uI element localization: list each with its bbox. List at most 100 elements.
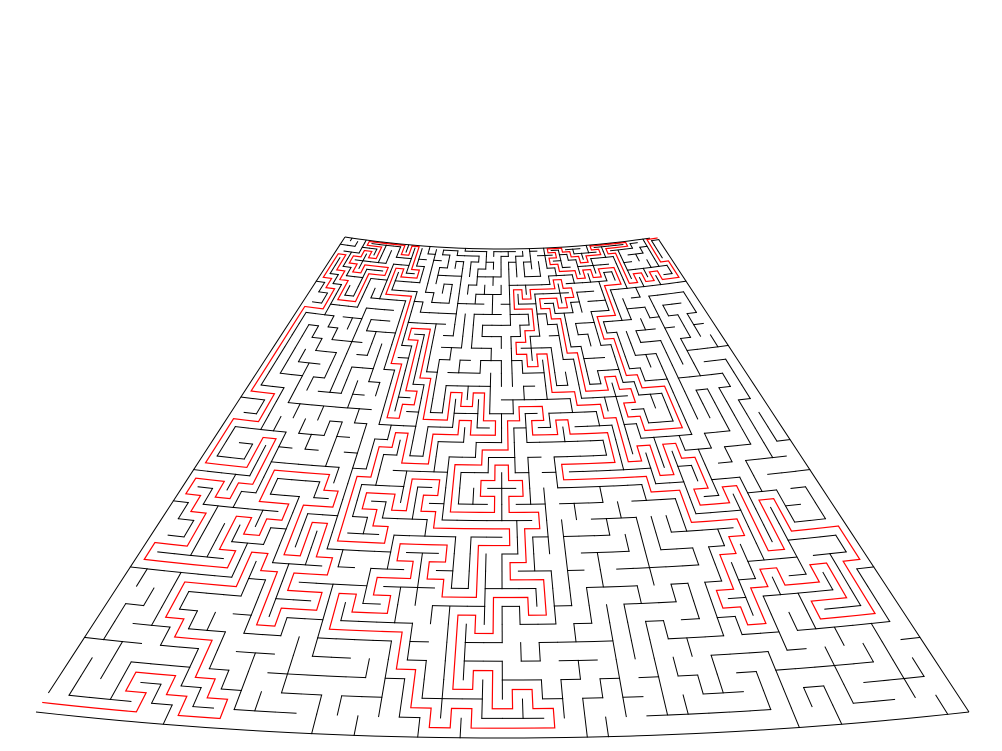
maze-wall bbox=[351, 340, 363, 343]
maze-wall bbox=[638, 676, 660, 679]
maze-wall bbox=[304, 618, 324, 621]
maze-wall bbox=[468, 268, 471, 278]
maze-wall bbox=[294, 335, 303, 349]
maze-wall bbox=[626, 286, 637, 289]
maze-wall bbox=[695, 388, 709, 391]
maze-wall bbox=[468, 553, 471, 572]
maze-wall bbox=[635, 252, 644, 255]
maze-wall bbox=[602, 585, 621, 588]
maze-wall bbox=[287, 347, 296, 362]
maze-wall bbox=[727, 596, 747, 600]
maze-wall bbox=[565, 323, 570, 336]
maze-wall bbox=[674, 497, 682, 516]
maze-wall bbox=[699, 373, 713, 377]
maze-wall bbox=[372, 639, 393, 642]
maze-wall bbox=[408, 290, 418, 293]
maze-wall bbox=[755, 670, 765, 692]
maze-wall bbox=[644, 306, 651, 319]
maze-wall bbox=[421, 266, 425, 275]
maze-wall bbox=[640, 340, 652, 343]
maze-wall bbox=[605, 256, 614, 258]
maze-wall bbox=[530, 347, 533, 361]
maze-wall bbox=[278, 446, 293, 449]
maze-wall bbox=[372, 355, 379, 370]
maze-wall bbox=[420, 384, 425, 399]
maze-wall bbox=[748, 651, 769, 654]
maze-wall bbox=[271, 562, 290, 565]
maze-wall bbox=[365, 307, 377, 310]
maze-wall bbox=[630, 296, 641, 299]
maze-wall bbox=[249, 459, 259, 477]
maze-wall bbox=[401, 344, 413, 347]
maze-wall bbox=[270, 461, 286, 464]
maze-wall bbox=[343, 250, 353, 253]
maze-wall bbox=[366, 268, 376, 271]
maze-wall bbox=[102, 638, 124, 643]
maze-wall bbox=[183, 519, 195, 538]
maze-wall bbox=[585, 586, 590, 606]
maze-wall bbox=[660, 339, 668, 354]
maze-wall bbox=[643, 408, 650, 424]
maze-wall bbox=[670, 530, 688, 533]
maze-wall bbox=[221, 472, 237, 475]
maze-wall bbox=[655, 532, 662, 551]
maze-wall bbox=[332, 282, 343, 286]
maze-wall bbox=[823, 685, 834, 706]
maze-wall bbox=[653, 436, 660, 453]
maze-wall bbox=[187, 610, 199, 630]
maze-wall bbox=[677, 464, 692, 467]
maze-wall bbox=[519, 324, 522, 338]
maze-wall bbox=[710, 654, 718, 675]
maze-bottom-border bbox=[35, 711, 970, 739]
maze-wall bbox=[665, 565, 683, 568]
maze-wall bbox=[644, 379, 657, 382]
maze-wall bbox=[521, 360, 524, 374]
maze-wall bbox=[564, 552, 569, 572]
maze-wall bbox=[358, 620, 378, 623]
maze-wall bbox=[111, 640, 124, 661]
maze-wall bbox=[732, 371, 743, 386]
maze-wall bbox=[476, 268, 479, 278]
maze-wall bbox=[437, 266, 441, 276]
maze-wall bbox=[260, 371, 270, 386]
maze-wall bbox=[351, 329, 358, 343]
maze-wall bbox=[714, 401, 723, 418]
maze-wall bbox=[760, 631, 780, 634]
maze-wall bbox=[670, 583, 677, 603]
maze-wall bbox=[353, 715, 359, 736]
maze-wall bbox=[263, 461, 272, 478]
maze-wall bbox=[658, 601, 677, 604]
maze-wall bbox=[310, 433, 325, 437]
maze-wall bbox=[362, 268, 368, 279]
maze-wall bbox=[317, 619, 324, 639]
maze-wall bbox=[474, 441, 477, 458]
maze-wall bbox=[762, 689, 772, 711]
maze-wall bbox=[404, 321, 409, 335]
maze-wall bbox=[781, 470, 797, 474]
maze-wall bbox=[570, 301, 574, 314]
maze-wall bbox=[277, 477, 293, 481]
maze-wall bbox=[311, 464, 327, 467]
maze-wall bbox=[516, 536, 519, 555]
maze-wall bbox=[662, 303, 673, 306]
maze-wall bbox=[696, 347, 709, 350]
maze-wall bbox=[412, 425, 417, 442]
maze-wall bbox=[596, 370, 602, 385]
maze-wall bbox=[353, 422, 368, 425]
maze-wall bbox=[623, 603, 629, 623]
maze-wall bbox=[553, 605, 557, 625]
maze-wall bbox=[336, 695, 343, 716]
maze-wall bbox=[626, 308, 633, 321]
maze-wall bbox=[463, 641, 466, 662]
maze-wall bbox=[180, 571, 199, 575]
maze-wall bbox=[600, 245, 610, 248]
maze-wall bbox=[622, 381, 635, 383]
maze-wall bbox=[833, 664, 845, 685]
maze-wall bbox=[414, 486, 419, 504]
maze-wall bbox=[610, 344, 616, 358]
maze-wall bbox=[648, 566, 667, 569]
maze-wall bbox=[733, 414, 744, 431]
maze-wall bbox=[394, 396, 400, 412]
maze-wall bbox=[655, 378, 668, 381]
